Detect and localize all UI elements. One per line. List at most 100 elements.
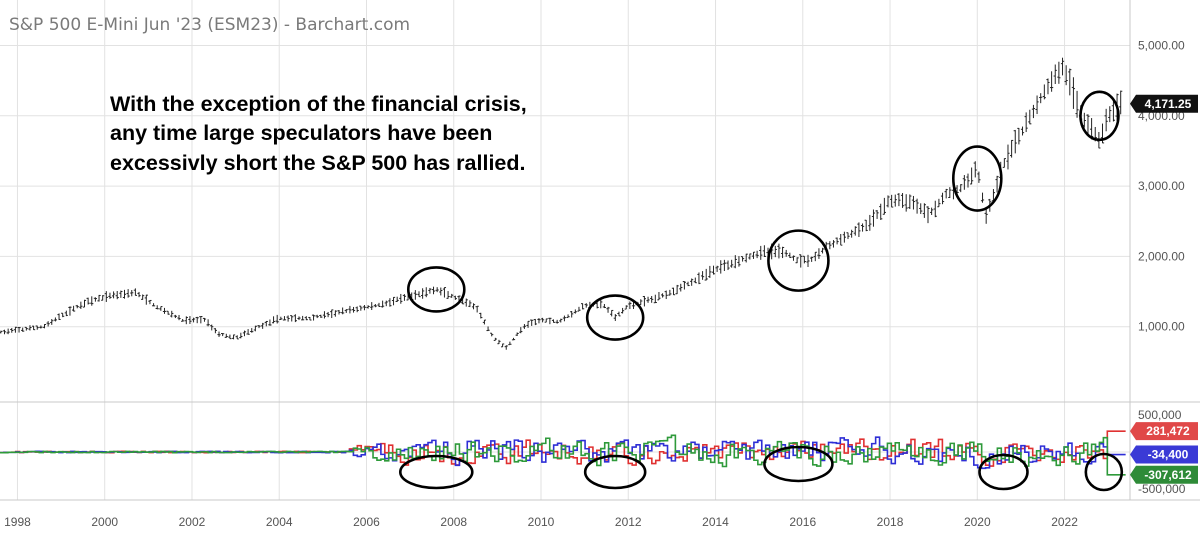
price-bar — [126, 289, 130, 298]
x-tick-label: 2010 — [528, 515, 555, 529]
highlight-ellipse — [398, 454, 474, 490]
price-bar — [111, 291, 116, 299]
price-bar — [926, 206, 930, 224]
price-bar — [333, 310, 337, 317]
price-bar — [413, 290, 417, 300]
price-bar — [493, 337, 497, 341]
price-bar — [544, 318, 548, 323]
price-bar — [286, 315, 290, 322]
price-bar — [395, 296, 399, 303]
price-bar — [199, 316, 203, 324]
price-bar — [995, 175, 999, 193]
highlight-ellipse — [978, 453, 1029, 491]
price-bar — [421, 288, 425, 299]
price-bar — [188, 316, 192, 324]
price-bar — [1057, 61, 1061, 84]
price-bar — [980, 192, 985, 203]
price-bar — [831, 240, 836, 248]
price-bar — [868, 214, 872, 231]
price-bar — [937, 198, 941, 208]
price-bar — [366, 305, 370, 309]
price-bar — [897, 193, 901, 207]
price-bar — [690, 278, 694, 286]
price-bar — [606, 306, 610, 313]
price-bar — [90, 296, 94, 306]
price-bar — [1119, 90, 1123, 115]
annotation-line-3: excessivly short the S&P 500 has rallied… — [110, 151, 526, 175]
price-bar — [402, 294, 407, 301]
x-tick-label: 2008 — [440, 515, 467, 529]
price-bar — [620, 307, 625, 314]
price-bar — [602, 304, 607, 309]
price-bar — [944, 188, 948, 199]
price-bar — [657, 292, 661, 301]
price-bar — [584, 303, 588, 308]
price-bar — [122, 289, 127, 299]
annotation-line-2: any time large speculators have been — [110, 121, 492, 145]
price-bar — [35, 325, 39, 330]
x-tick-label: 1998 — [4, 515, 31, 529]
price-bar — [904, 194, 908, 212]
price-bar — [1042, 84, 1046, 100]
price-bar — [853, 226, 857, 236]
price-bar — [170, 310, 174, 318]
price-bar — [879, 203, 883, 220]
price-bar — [79, 301, 83, 309]
price-bar — [562, 315, 567, 322]
price-bar — [210, 324, 214, 331]
price-bar — [75, 304, 79, 309]
price-bar — [71, 305, 76, 312]
price-bar — [213, 328, 217, 334]
price-bar — [450, 293, 454, 298]
price-bar — [173, 314, 177, 319]
price-bar — [155, 305, 159, 310]
price-bar — [748, 253, 752, 260]
price-bar — [1028, 109, 1032, 125]
price-last-badge: 4,171.25 — [1130, 94, 1198, 113]
price-bar — [1075, 90, 1079, 118]
price-bar — [526, 320, 530, 328]
price-bar — [330, 309, 334, 319]
price-bar — [17, 327, 21, 333]
price-bar — [966, 173, 970, 188]
price-bar — [337, 309, 341, 315]
x-tick-label: 2000 — [91, 515, 118, 529]
price-bar — [344, 309, 348, 313]
price-bar — [915, 198, 919, 214]
cot-badge-blue: -34,400 — [1130, 445, 1198, 464]
cot-series-green — [0, 434, 1126, 476]
price-bar — [24, 326, 28, 331]
price-bar — [181, 318, 185, 322]
svg-text:-34,400: -34,400 — [1148, 448, 1189, 462]
price-bar — [697, 272, 701, 285]
price-bar — [973, 161, 977, 178]
price-bar — [293, 314, 297, 323]
price-bar — [508, 341, 512, 346]
price-bar — [464, 298, 468, 307]
price-bar — [57, 313, 61, 320]
price-bar — [384, 300, 388, 307]
cot-lines — [0, 430, 1126, 476]
price-bar — [580, 303, 585, 310]
x-tick-label: 2020 — [964, 515, 991, 529]
price-bar — [228, 334, 232, 340]
price-bar — [555, 319, 559, 324]
highlight-ellipse — [763, 445, 834, 483]
cot-badge-red: 281,472 — [1130, 422, 1198, 441]
price-bar — [711, 265, 716, 275]
price-bar — [471, 303, 476, 310]
price-bar — [53, 317, 58, 322]
price-bar — [617, 311, 621, 317]
price-bar — [177, 314, 181, 321]
price-bar — [144, 294, 148, 305]
price-bar — [784, 249, 788, 257]
price-bar — [806, 254, 810, 267]
price-bar — [221, 333, 225, 337]
price-bar — [1020, 126, 1025, 136]
price-bar — [933, 200, 937, 218]
price-bar — [242, 330, 247, 337]
price-bar — [671, 287, 676, 296]
price-bar — [708, 265, 712, 278]
price-bar — [624, 305, 628, 310]
